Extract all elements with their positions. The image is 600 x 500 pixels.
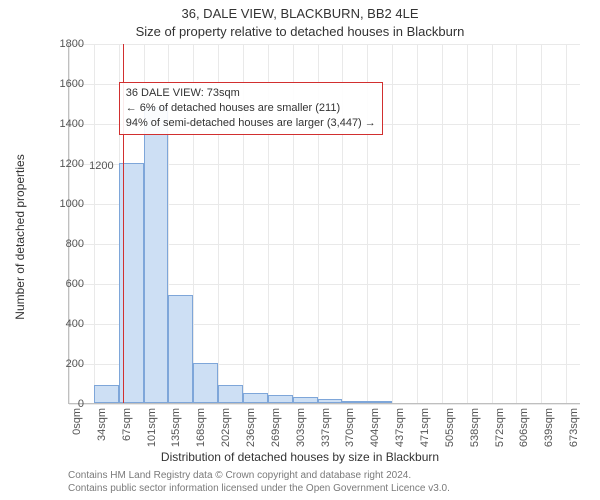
chart-title-line1: 36, DALE VIEW, BLACKBURN, BB2 4LE <box>0 6 600 21</box>
x-tick-label: 101sqm <box>146 408 158 468</box>
x-tick-label: 437sqm <box>394 408 406 468</box>
gridline-vertical <box>69 44 70 403</box>
info-box-line: 36 DALE VIEW: 73sqm <box>126 86 376 101</box>
footer-line: Contains public sector information licen… <box>68 483 580 496</box>
footer-line: Contains HM Land Registry data © Crown c… <box>68 470 580 483</box>
histogram-bar <box>293 397 318 403</box>
x-tick-label: 572sqm <box>494 408 506 468</box>
y-tick-label: 1000 <box>44 198 84 210</box>
info-box-line: 94% of semi-detached houses are larger (… <box>126 116 376 131</box>
x-tick-label: 639sqm <box>543 408 555 468</box>
plot-area: 1200 36 DALE VIEW: 73sqm← 6% of detached … <box>68 44 580 404</box>
footer-attribution: Contains HM Land Registry data © Crown c… <box>68 470 580 495</box>
histogram-bar <box>367 401 392 403</box>
x-tick-label: 236sqm <box>245 408 257 468</box>
y-tick-label: 400 <box>44 318 84 330</box>
gridline-vertical <box>516 44 517 403</box>
histogram-bar <box>94 385 119 403</box>
x-tick-label: 471sqm <box>419 408 431 468</box>
gridline-vertical <box>541 44 542 403</box>
info-box: 36 DALE VIEW: 73sqm← 6% of detached hous… <box>119 82 383 135</box>
y-tick-label: 1400 <box>44 118 84 130</box>
x-tick-label: 538sqm <box>469 408 481 468</box>
y-tick-label: 600 <box>44 278 84 290</box>
x-tick-label: 303sqm <box>295 408 307 468</box>
histogram-bar <box>243 393 268 403</box>
x-tick-label: 505sqm <box>444 408 456 468</box>
x-tick-label: 404sqm <box>369 408 381 468</box>
y-axis-label: Number of detached properties <box>13 117 27 357</box>
gridline-vertical <box>94 44 95 403</box>
x-tick-label: 34sqm <box>96 408 108 468</box>
gridline-vertical <box>417 44 418 403</box>
x-tick-label: 202sqm <box>220 408 232 468</box>
gridline-vertical <box>566 44 567 403</box>
info-box-line: ← 6% of detached houses are smaller (211… <box>126 101 376 116</box>
histogram-bar <box>218 385 243 403</box>
y-tick-label: 1600 <box>44 78 84 90</box>
gridline-horizontal <box>69 404 580 405</box>
histogram-bar <box>144 107 169 403</box>
y-tick-label: 1800 <box>44 38 84 50</box>
gridline-vertical <box>467 44 468 403</box>
x-tick-label: 337sqm <box>320 408 332 468</box>
x-tick-label: 370sqm <box>344 408 356 468</box>
y-tick-label: 200 <box>44 358 84 370</box>
histogram-bar <box>168 295 193 403</box>
x-tick-label: 135sqm <box>170 408 182 468</box>
histogram-bar <box>268 395 293 403</box>
gridline-vertical <box>492 44 493 403</box>
chart-title-line2: Size of property relative to detached ho… <box>0 24 600 39</box>
gridline-horizontal <box>69 44 580 45</box>
x-tick-label: 606sqm <box>518 408 530 468</box>
x-tick-label: 67sqm <box>121 408 133 468</box>
histogram-bar <box>193 363 218 403</box>
x-tick-label: 0sqm <box>71 408 83 468</box>
reference-label: 1200 <box>89 160 113 172</box>
x-tick-label: 673sqm <box>568 408 580 468</box>
gridline-vertical <box>442 44 443 403</box>
y-tick-label: 800 <box>44 238 84 250</box>
x-tick-label: 269sqm <box>270 408 282 468</box>
gridline-vertical <box>392 44 393 403</box>
x-tick-label: 168sqm <box>195 408 207 468</box>
chart-container: 36, DALE VIEW, BLACKBURN, BB2 4LE Size o… <box>0 0 600 500</box>
histogram-bar <box>318 399 343 403</box>
y-tick-label: 1200 <box>44 158 84 170</box>
histogram-bar <box>342 401 367 403</box>
